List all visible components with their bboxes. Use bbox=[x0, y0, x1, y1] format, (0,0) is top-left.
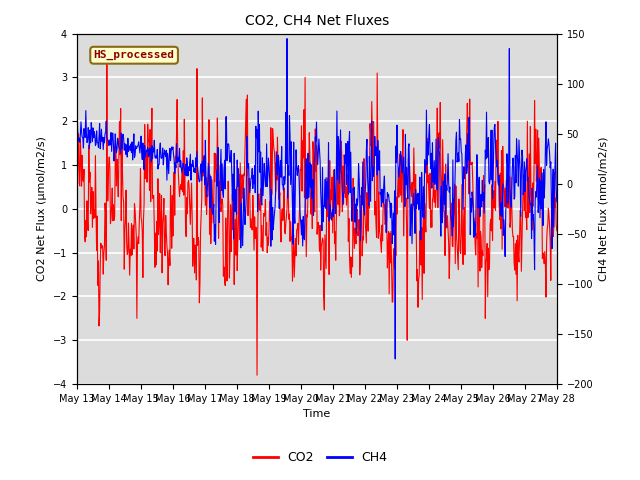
Y-axis label: CH4 Net Flux (nmol/m2/s): CH4 Net Flux (nmol/m2/s) bbox=[598, 136, 609, 281]
Text: HS_processed: HS_processed bbox=[93, 50, 175, 60]
Legend: CO2, CH4: CO2, CH4 bbox=[248, 446, 392, 469]
Title: CO2, CH4 Net Fluxes: CO2, CH4 Net Fluxes bbox=[244, 14, 389, 28]
Y-axis label: CO2 Net Flux (μmol/m2/s): CO2 Net Flux (μmol/m2/s) bbox=[37, 136, 47, 281]
X-axis label: Time: Time bbox=[303, 409, 330, 419]
